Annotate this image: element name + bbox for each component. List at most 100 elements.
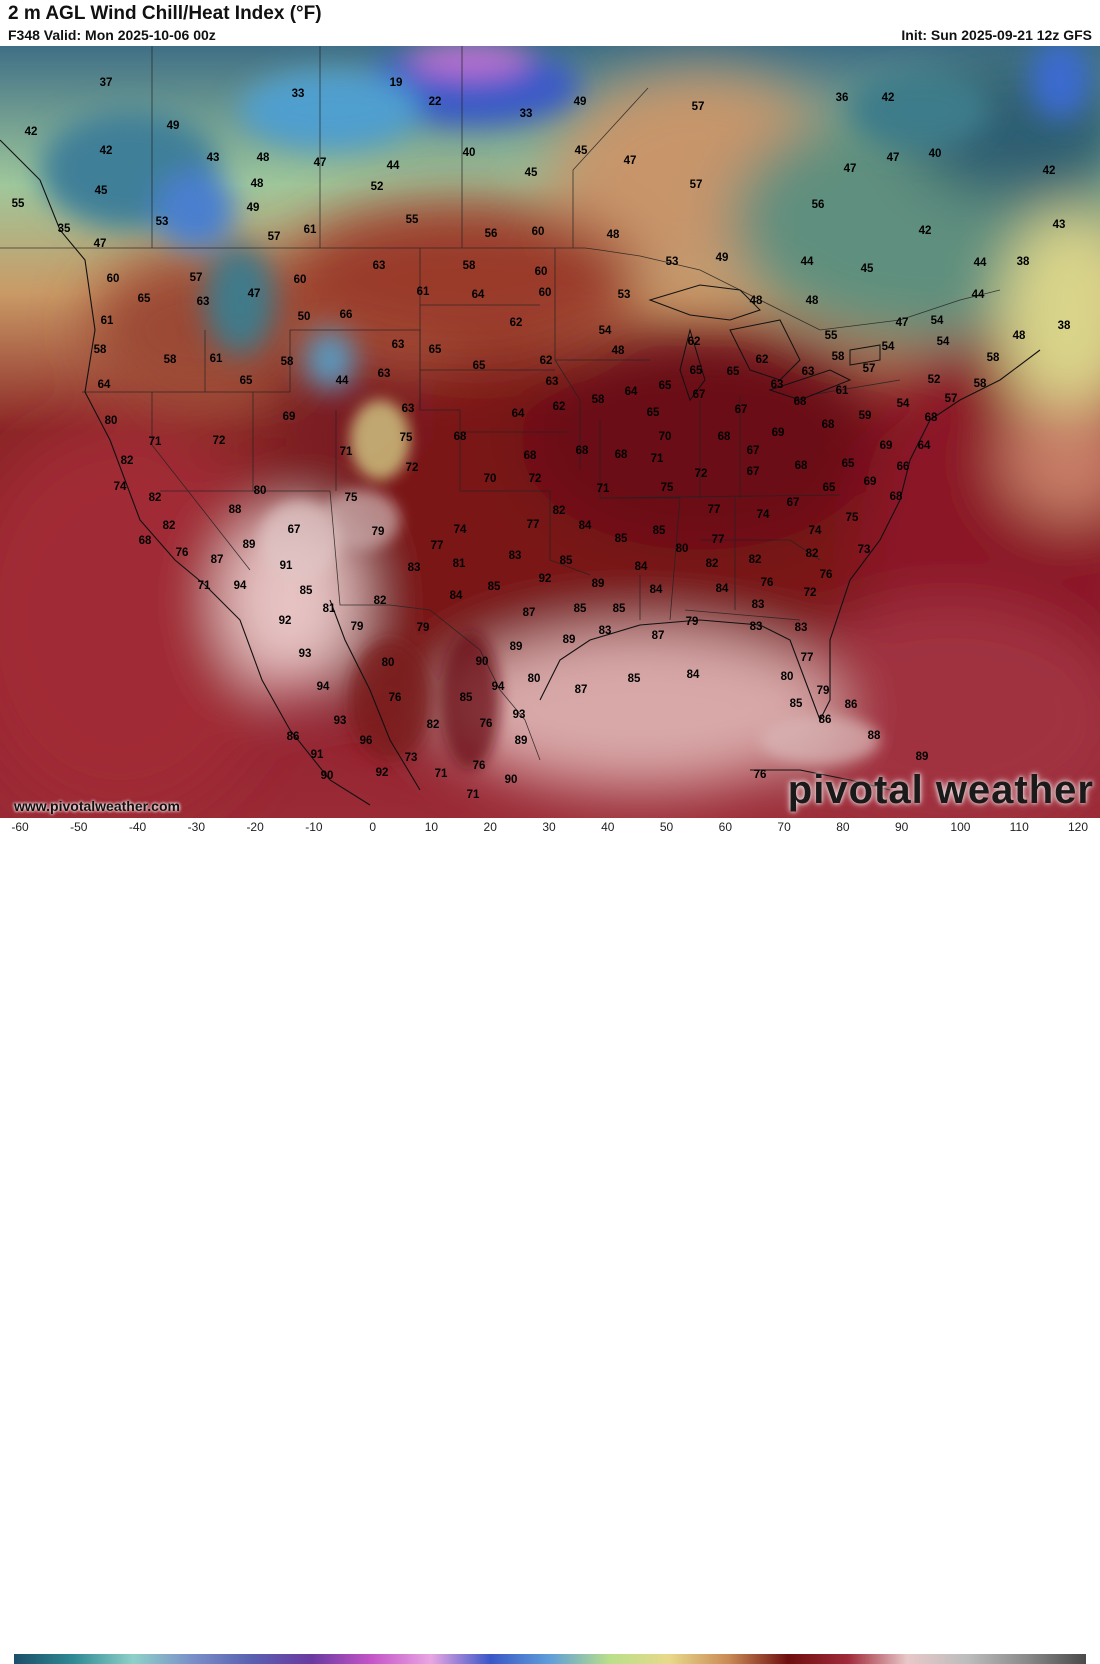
temperature-label: 40 [929, 148, 942, 160]
temperature-label: 65 [727, 366, 740, 378]
temperature-label: 68 [822, 419, 835, 431]
temperature-label: 69 [880, 440, 893, 452]
temperature-label: 42 [882, 92, 895, 104]
temperature-label: 57 [268, 231, 281, 243]
temperature-label: 48 [806, 295, 819, 307]
temperature-label: 68 [139, 535, 152, 547]
temperature-label: 90 [321, 770, 334, 782]
temperature-label: 88 [229, 504, 242, 516]
forecast-map[interactable]: 37 19 33 22 33 49 57 36 42 42 49 42 43 48 47 44 40 45 47 47… [0, 46, 1100, 818]
temperature-label: 40 [463, 147, 476, 159]
temperature-label: 72 [695, 468, 708, 480]
temperature-label: 48 [612, 345, 625, 357]
legend-tick-label: 50 [659, 820, 674, 834]
temperature-label: 64 [625, 386, 638, 398]
temperature-label: 77 [801, 652, 814, 664]
temperature-label: 49 [716, 252, 729, 264]
legend-tick-label: 20 [483, 820, 497, 834]
legend-tick-label: -60 [11, 820, 29, 834]
temperature-label: 38 [1017, 256, 1030, 268]
temperature-label: 85 [790, 698, 803, 710]
temperature-label: 58 [592, 394, 605, 406]
legend-tick-label: 0 [369, 820, 376, 834]
temperature-label: 48 [1013, 330, 1026, 342]
temperature-label: 81 [323, 603, 336, 615]
temperature-label: 58 [281, 356, 294, 368]
temperature-label: 57 [190, 272, 203, 284]
legend-colorbar [14, 1654, 1086, 1664]
temperature-label: 73 [405, 752, 418, 764]
temperature-label: 60 [294, 274, 307, 286]
temperature-label: 80 [254, 485, 267, 497]
legend-tick-label: 110 [1009, 820, 1029, 834]
temperature-label: 45 [525, 167, 538, 179]
temperature-label: 47 [844, 163, 857, 175]
temperature-label: 47 [896, 317, 909, 329]
temperature-label: 74 [809, 525, 822, 537]
temperature-label: 75 [661, 482, 674, 494]
temperature-label: 64 [472, 289, 485, 301]
temperature-label: 72 [406, 462, 419, 474]
temperature-label: 58 [987, 352, 1000, 364]
great-lakes [648, 284, 881, 402]
temperature-label: 80 [105, 415, 118, 427]
temperature-label: 85 [615, 533, 628, 545]
temperature-label: 76 [389, 692, 402, 704]
temperature-label: 61 [836, 385, 849, 397]
temperature-label: 71 [467, 789, 480, 801]
legend-tick-label: 10 [424, 820, 439, 834]
temperature-label: 76 [473, 760, 486, 772]
temperature-label: 61 [101, 315, 114, 327]
temperature-label: 59 [859, 410, 872, 422]
temperature-label: 61 [417, 286, 430, 298]
legend-tick-label: 100 [950, 820, 971, 834]
temperature-label: 86 [845, 699, 858, 711]
temperature-label: 38 [1058, 320, 1071, 332]
temperature-label: 93 [334, 715, 347, 727]
temperature-label: 67 [735, 404, 748, 416]
temperature-label: 87 [652, 630, 665, 642]
legend-tick-label: 60 [718, 820, 733, 834]
map-title: 2 m AGL Wind Chill/Heat Index (°F) [8, 3, 322, 24]
temperature-label: 82 [149, 492, 162, 504]
temperature-label: 54 [897, 398, 910, 410]
temperature-label: 60 [107, 273, 120, 285]
temperature-label: 44 [801, 256, 814, 268]
temperature-label: 55 [12, 198, 25, 210]
temperature-label: 44 [387, 160, 400, 172]
temperature-label: 48 [750, 295, 763, 307]
temperature-label: 85 [460, 692, 473, 704]
temperature-label: 65 [138, 293, 151, 305]
temperature-label: 62 [756, 354, 769, 366]
temperature-label: 79 [817, 685, 830, 697]
temperature-label: 65 [240, 375, 253, 387]
temperature-label: 87 [575, 684, 588, 696]
temperature-label: 64 [918, 440, 931, 452]
legend-tick-label: 30 [542, 820, 556, 834]
temperature-label: 47 [887, 152, 900, 164]
temperature-label: 72 [529, 473, 542, 485]
temperature-label: 82 [806, 548, 819, 560]
temperature-label: 87 [523, 607, 536, 619]
temperature-label: 82 [427, 719, 440, 731]
temperature-label: 42 [100, 145, 113, 157]
temperature-label: 74 [454, 524, 467, 536]
temperature-label: 89 [916, 751, 929, 763]
temperature-label: 67 [747, 445, 760, 457]
temperature-label: 67 [747, 466, 760, 478]
temperature-label: 62 [540, 355, 553, 367]
temperature-label: 89 [510, 641, 523, 653]
temperature-label: 33 [520, 108, 533, 120]
temperature-label: 92 [376, 767, 389, 779]
temperature-label: 48 [607, 229, 620, 241]
political-borders [0, 46, 1001, 761]
map-header: 2 m AGL Wind Chill/Heat Index (°F) F348 … [0, 0, 1100, 46]
legend-tick-label: 120 [1067, 820, 1089, 834]
temperature-label: 60 [539, 287, 552, 299]
legend-tick-label: -20 [246, 820, 264, 834]
temperature-label: 76 [761, 577, 774, 589]
temperature-label: 56 [485, 228, 498, 240]
temperature-label: 44 [972, 289, 985, 301]
temperature-label: 94 [234, 580, 247, 592]
temperature-label: 49 [167, 120, 180, 132]
